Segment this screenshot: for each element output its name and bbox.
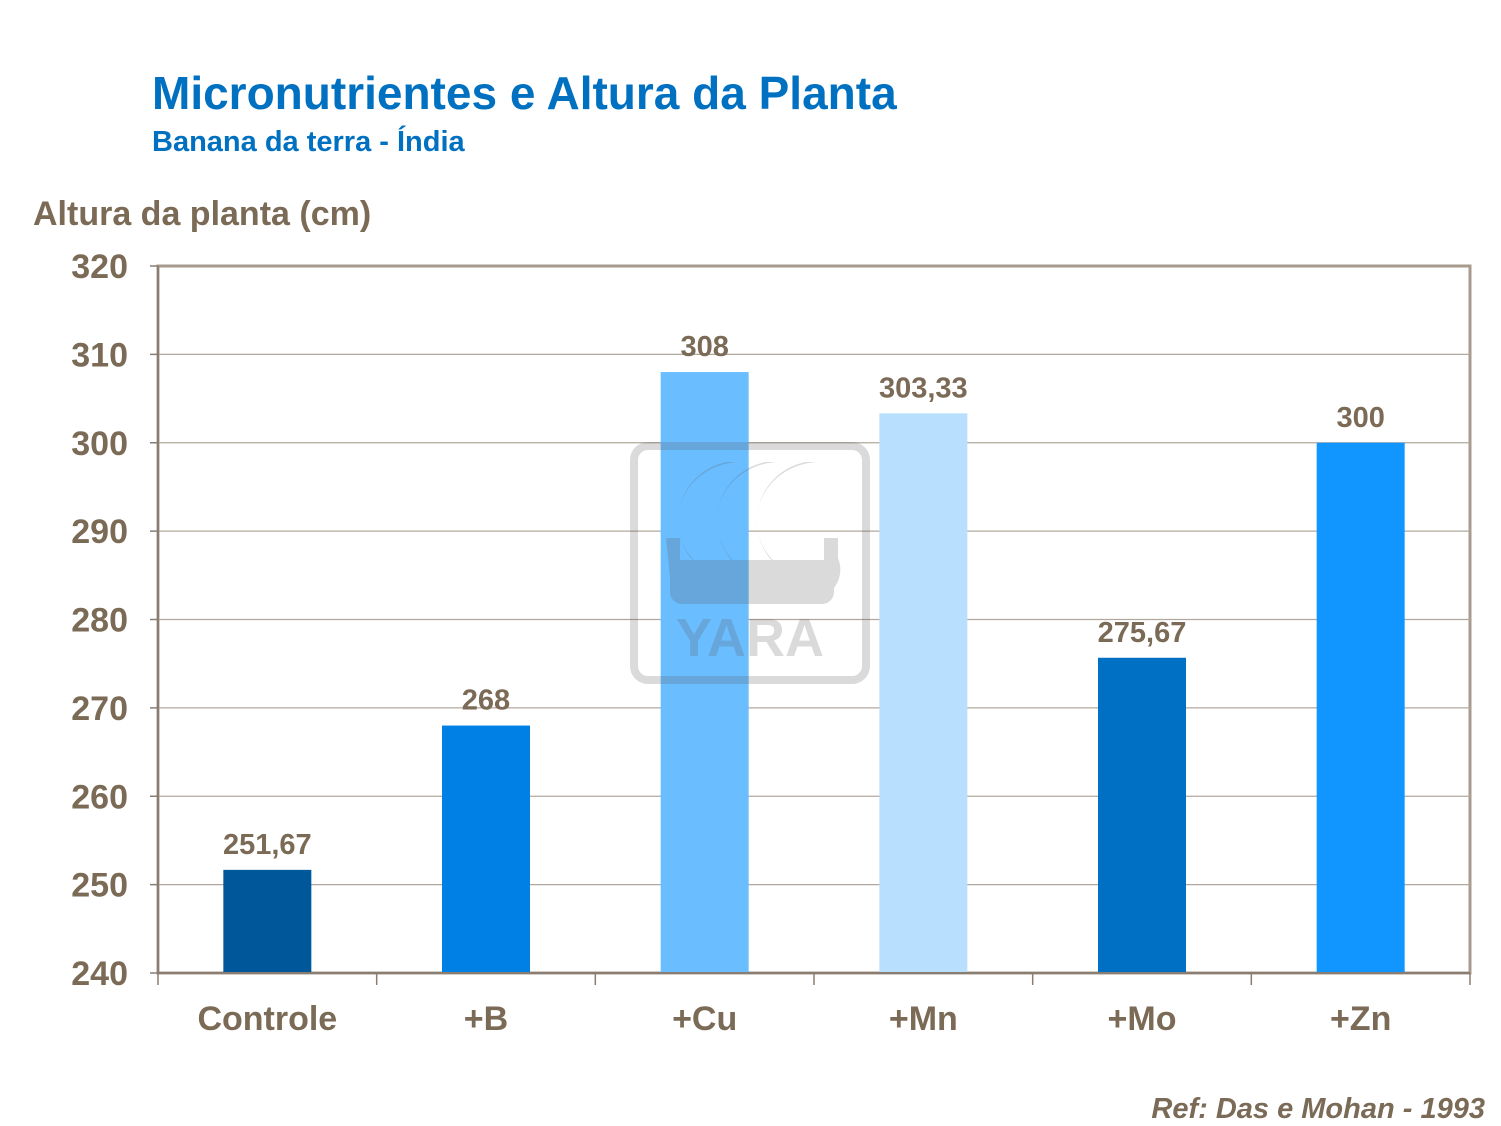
x-tick-label: +Zn: [1330, 1000, 1391, 1038]
y-tick-label: 280: [71, 602, 128, 640]
svg-text:YARA: YARA: [676, 608, 824, 668]
bar-controle: [223, 869, 312, 973]
data-label: 251,67: [223, 829, 312, 861]
chart-subtitle: Banana da terra - Índia: [152, 126, 465, 158]
bar-zn: [1316, 442, 1405, 973]
bar-mn: [879, 413, 968, 973]
x-tick-label: +Cu: [672, 1000, 737, 1038]
x-tick-label: +Mn: [889, 1000, 958, 1038]
y-tick-label: 300: [71, 425, 128, 463]
y-tick-label: 310: [71, 336, 128, 374]
y-tick-label: 260: [71, 778, 128, 816]
yara-logo-watermark: YARA: [630, 442, 870, 684]
chart-title: Micronutrientes e Altura da Planta: [152, 67, 897, 119]
x-tick-label: +B: [464, 1000, 508, 1038]
data-label: 300: [1336, 402, 1384, 434]
data-label: 308: [680, 331, 728, 363]
bar-b: [442, 725, 530, 973]
y-tick-label: 240: [71, 955, 128, 993]
y-tick-label: 320: [71, 248, 128, 286]
bar-mo: [1098, 657, 1186, 973]
bar-cu: [660, 372, 749, 973]
data-label: 303,33: [879, 372, 968, 404]
y-axis-label: Altura da planta (cm): [33, 195, 372, 233]
y-tick-label: 270: [71, 690, 128, 728]
reference-text: Ref: Das e Mohan - 1993: [1151, 1093, 1485, 1125]
y-tick-label: 250: [71, 867, 128, 905]
x-tick-label: Controle: [197, 1000, 337, 1038]
data-label: 268: [462, 685, 510, 717]
y-tick-label: 290: [71, 513, 128, 551]
x-tick-label: +Mo: [1108, 1000, 1177, 1038]
data-label: 275,67: [1098, 617, 1187, 649]
